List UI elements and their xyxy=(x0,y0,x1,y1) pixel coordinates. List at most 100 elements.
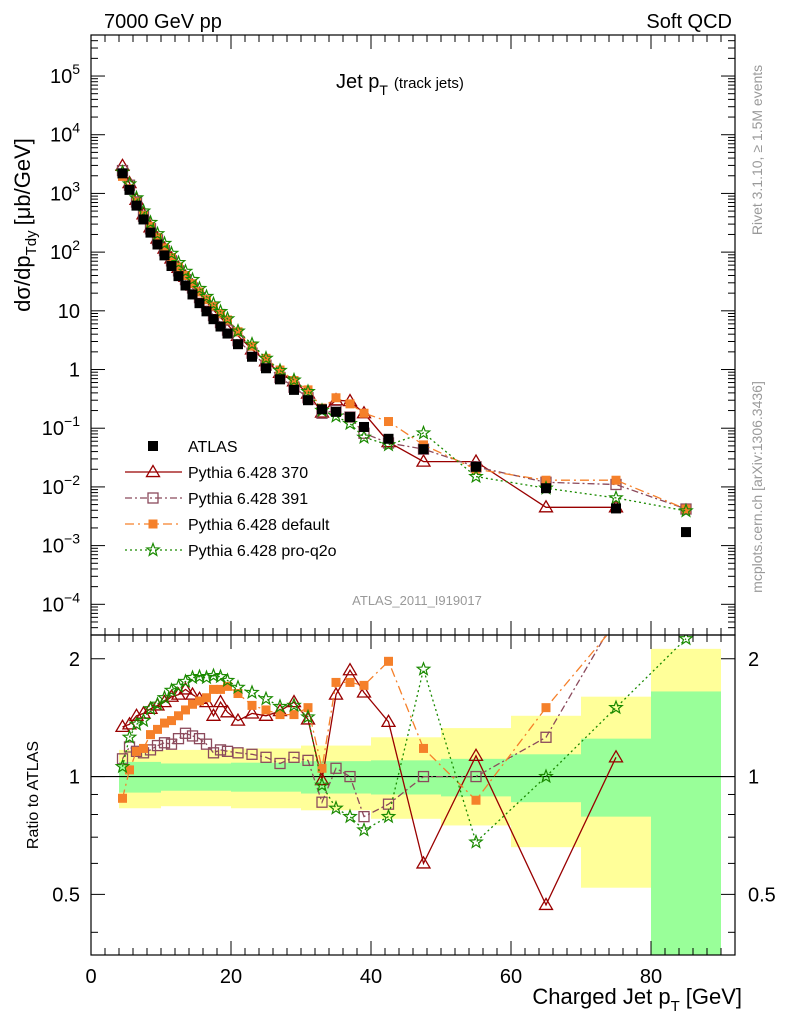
ratio-point xyxy=(419,743,428,753)
data-point xyxy=(138,214,149,225)
ratio-point xyxy=(678,635,694,646)
data-point xyxy=(159,250,170,261)
series-line xyxy=(121,176,687,510)
ratio-point xyxy=(261,705,271,715)
ratio-point xyxy=(314,777,330,792)
data-point xyxy=(181,270,190,280)
ratio-point xyxy=(232,747,244,759)
x-axis-label: Charged Jet pT [GeV] xyxy=(532,984,742,1015)
ratio-point xyxy=(415,661,432,676)
ratio-point xyxy=(156,689,173,705)
data-point xyxy=(124,184,135,195)
ratio-series-pythia-6-428-default xyxy=(118,635,608,805)
ratio-axis-label: Ratio to ATLAS xyxy=(25,741,42,849)
ratio-point xyxy=(139,743,148,753)
ratio-point xyxy=(214,744,227,756)
ratio-point xyxy=(177,681,194,695)
data-point xyxy=(289,384,299,395)
data-point xyxy=(317,404,327,415)
data-point xyxy=(222,328,233,339)
data-point xyxy=(300,383,316,399)
data-point xyxy=(541,483,551,494)
ratio-tick-label: 0.5 xyxy=(52,884,80,906)
data-point xyxy=(191,280,208,296)
data-point xyxy=(471,461,481,472)
ratio-point xyxy=(356,684,372,698)
ratio-point xyxy=(128,707,145,721)
legend-item-pythia-6-428-pro-q2o: Pythia 6.428 pro-q2o xyxy=(125,541,337,560)
ratio-point xyxy=(358,810,370,823)
data-point xyxy=(117,168,128,179)
ratio-point xyxy=(202,693,211,703)
data-point xyxy=(258,350,274,366)
data-point xyxy=(418,444,429,455)
data-point xyxy=(345,412,355,423)
data-point xyxy=(131,200,142,211)
ratio-point xyxy=(316,796,328,808)
data-point xyxy=(216,309,225,319)
x-tick-label: 0 xyxy=(85,966,96,988)
ratio-point xyxy=(380,808,397,824)
ratio-point xyxy=(415,855,432,869)
ratio-point xyxy=(345,677,355,687)
band-inner xyxy=(371,760,441,795)
ratio-point xyxy=(260,751,272,763)
data-point xyxy=(345,399,355,409)
ratio-point xyxy=(118,793,127,803)
ratio-point xyxy=(247,700,257,710)
ratio-point xyxy=(116,753,129,765)
ratio-point xyxy=(230,679,246,694)
series-pythia-6-428-default xyxy=(118,171,691,514)
data-point xyxy=(383,433,394,444)
data-point xyxy=(167,252,176,262)
data-point xyxy=(166,261,177,272)
ratio-point xyxy=(303,703,313,713)
data-point xyxy=(170,254,187,270)
ratio-point xyxy=(417,770,430,783)
ratio-point xyxy=(470,770,482,783)
legend-label: Pythia 6.428 370 xyxy=(188,465,308,482)
y-tick-label: 10−2 xyxy=(42,472,80,499)
data-point xyxy=(289,375,299,385)
data-point xyxy=(244,335,260,351)
data-point xyxy=(247,351,257,362)
series-pythia-6-428-pro-q2o xyxy=(114,163,694,518)
data-point xyxy=(145,227,156,238)
series-atlas xyxy=(117,168,691,538)
ratio-point xyxy=(541,703,551,713)
data-point xyxy=(261,363,271,374)
ratio-point xyxy=(468,833,484,849)
ratio-point xyxy=(205,667,222,683)
data-point xyxy=(356,429,372,445)
ratio-point xyxy=(328,686,344,700)
data-point xyxy=(608,489,624,505)
data-point xyxy=(230,322,246,338)
x-tick-label: 80 xyxy=(640,966,662,988)
energy-label: 7000 GeV pp xyxy=(104,11,222,33)
ratio-point xyxy=(272,698,288,714)
data-point xyxy=(208,314,219,325)
x-tick-label: 40 xyxy=(360,966,382,988)
ratio-point xyxy=(300,708,316,724)
band-inner xyxy=(231,762,301,792)
data-point xyxy=(384,417,393,427)
data-point xyxy=(286,371,302,387)
ratio-point xyxy=(380,714,397,728)
ratio-point xyxy=(125,765,134,775)
ratio-point xyxy=(286,694,302,708)
ratio-series-line xyxy=(121,635,607,818)
ratio-point xyxy=(151,739,164,752)
ratio-point xyxy=(160,718,169,728)
data-point xyxy=(247,341,257,351)
ratio-point xyxy=(205,707,222,721)
ratio-point xyxy=(212,694,229,708)
ratio-point xyxy=(188,699,197,709)
ratio-point xyxy=(328,799,344,815)
data-point xyxy=(359,408,369,418)
data-point xyxy=(681,527,691,538)
ratio-point xyxy=(114,719,131,733)
legend-item-pythia-6-428-370: Pythia 6.428 370 xyxy=(125,464,308,482)
ratio-point xyxy=(179,727,192,739)
legend-label: Pythia 6.428 pro-q2o xyxy=(188,543,337,560)
data-point xyxy=(233,327,243,337)
